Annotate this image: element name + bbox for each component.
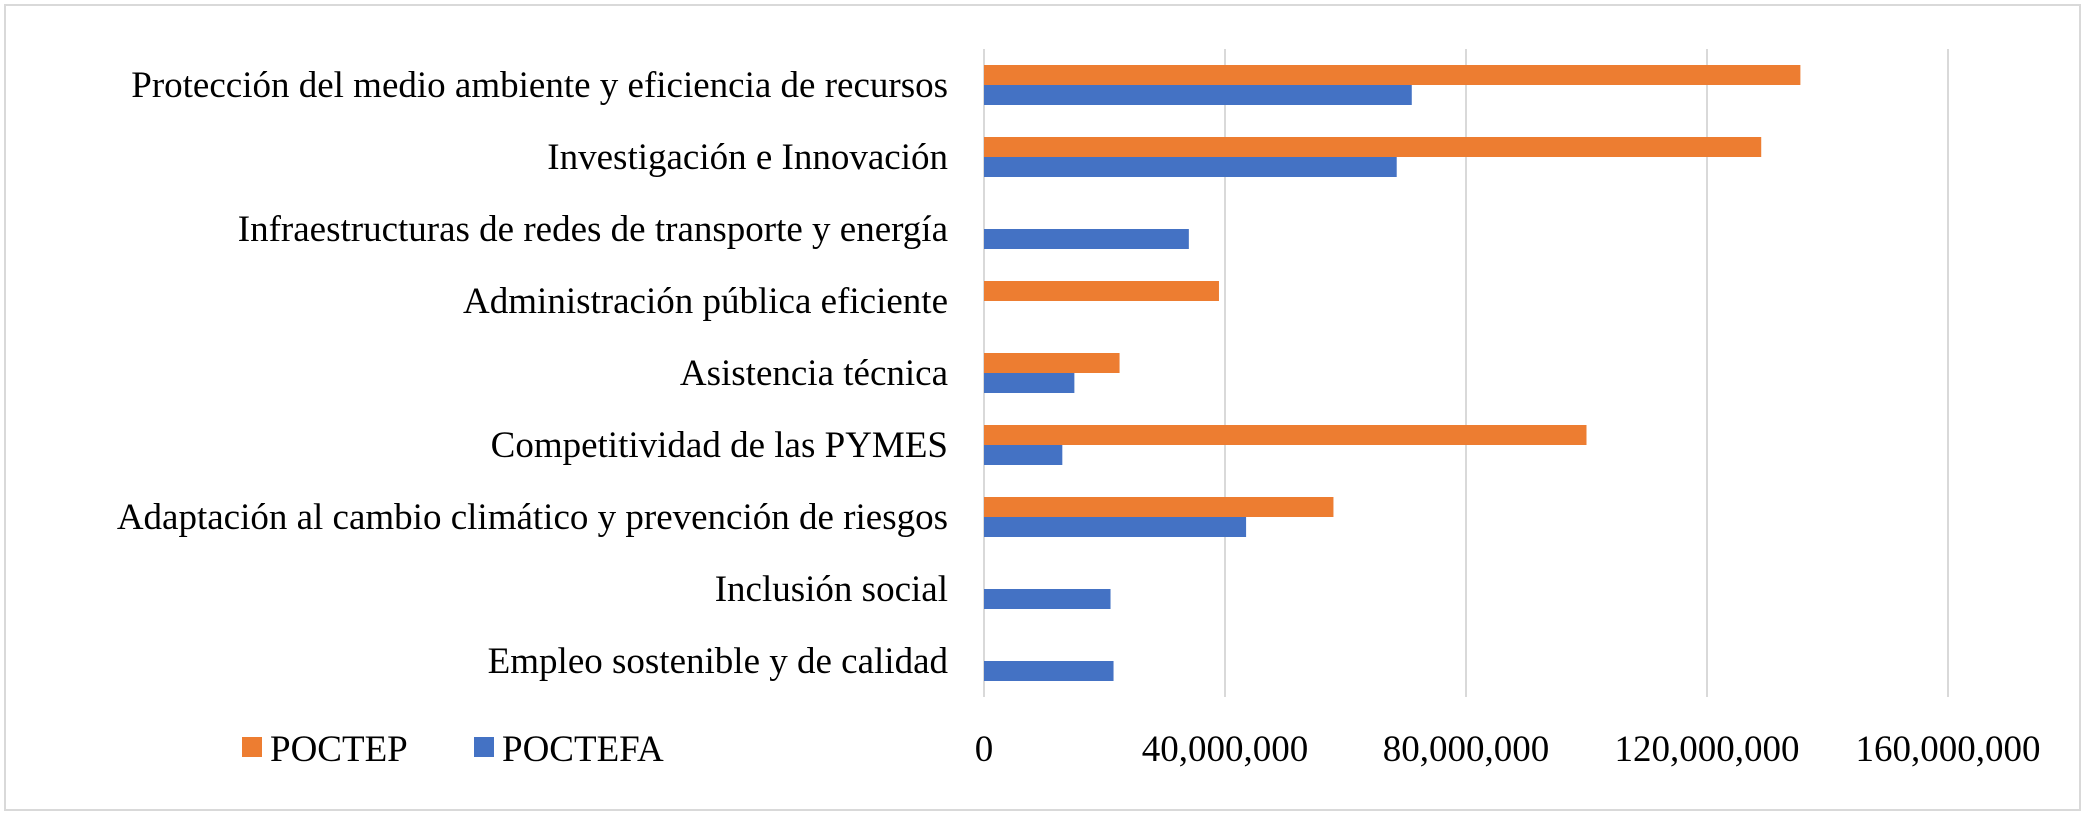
- bar-poctefa-8: [984, 661, 1114, 681]
- category-label-4: Asistencia técnica: [680, 353, 948, 394]
- bar-poctep-0: [984, 65, 1801, 85]
- category-label-8: Empleo sostenible y de calidad: [488, 641, 949, 682]
- category-labels: Protección del medio ambiente y eficienc…: [117, 65, 949, 682]
- bar-poctefa-2: [984, 229, 1189, 249]
- bar-poctefa-6: [984, 517, 1247, 537]
- x-tick-label-0: 0: [975, 729, 994, 770]
- x-tick-label-2: 80,000,000: [1383, 729, 1550, 770]
- bar-poctefa-1: [984, 157, 1397, 177]
- bars: [984, 65, 1801, 681]
- x-tick-label-4: 160,000,000: [1856, 729, 2041, 770]
- bar-poctep-1: [984, 137, 1762, 157]
- legend: POCTEP POCTEFA: [242, 729, 664, 770]
- bar-poctep-6: [984, 497, 1334, 517]
- bar-poctefa-4: [984, 373, 1075, 393]
- bar-poctefa-5: [984, 445, 1063, 465]
- category-label-2: Infraestructuras de redes de transporte …: [238, 209, 948, 250]
- category-label-6: Adaptación al cambio climático y prevenc…: [117, 497, 948, 538]
- category-label-5: Competitividad de las PYMES: [491, 425, 948, 466]
- bar-poctep-4: [984, 353, 1120, 373]
- category-label-3: Administración pública eficiente: [463, 281, 948, 322]
- legend-label-poctep: POCTEP: [270, 729, 408, 770]
- legend-swatch-poctep: [242, 737, 262, 757]
- bar-poctep-3: [984, 281, 1219, 301]
- x-tick-labels: 0 40,000,000 80,000,000 120,000,000 160,000,…: [975, 729, 2041, 770]
- category-label-1: Investigación e Innovación: [547, 137, 948, 178]
- bar-poctefa-7: [984, 589, 1111, 609]
- category-label-7: Inclusión social: [715, 569, 948, 610]
- bar-poctefa-0: [984, 85, 1412, 105]
- x-tick-label-3: 120,000,000: [1615, 729, 1800, 770]
- legend-label-poctefa: POCTEFA: [502, 729, 664, 770]
- bar-poctep-5: [984, 425, 1587, 445]
- x-tick-label-1: 40,000,000: [1142, 729, 1309, 770]
- category-label-0: Protección del medio ambiente y eficienc…: [131, 65, 948, 106]
- legend-swatch-poctefa: [474, 737, 494, 757]
